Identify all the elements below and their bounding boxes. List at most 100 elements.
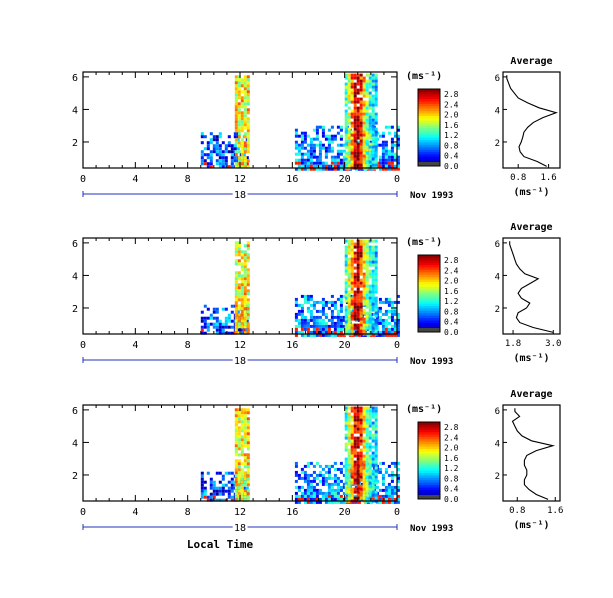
colorbar-unit: (ms⁻¹) xyxy=(406,237,442,248)
heatmap-cell xyxy=(384,485,388,489)
heatmap-cell xyxy=(237,414,241,418)
colorbar-segment xyxy=(418,429,440,433)
heatmap-cell xyxy=(390,330,394,334)
heatmap-cell xyxy=(333,482,337,486)
heatmap-cell xyxy=(227,316,231,320)
heatmap-cell xyxy=(362,94,366,98)
heatmap-cell xyxy=(350,248,354,252)
heatmap-cell xyxy=(368,302,372,306)
heatmap-cell xyxy=(374,272,378,276)
heatmap-cell xyxy=(237,298,241,302)
colorbar-low-segment xyxy=(418,328,440,332)
heatmap-cell xyxy=(309,149,313,153)
heatmap-cell xyxy=(371,106,375,110)
heatmap-cell xyxy=(393,318,397,322)
heatmap-cell xyxy=(294,146,298,150)
colorbar-segment xyxy=(418,146,440,150)
heatmap-cell xyxy=(300,324,304,328)
heatmap-cell xyxy=(350,323,354,327)
heatmap-cell xyxy=(368,260,372,264)
heatmap-cell xyxy=(396,128,400,132)
x-tick-label: 4 xyxy=(132,507,138,518)
heatmap-cell xyxy=(359,472,363,476)
heatmap-cell xyxy=(374,148,378,152)
heatmap-cell xyxy=(234,99,238,103)
heatmap-cell xyxy=(371,424,375,428)
colorbar-label: 0.0 xyxy=(444,495,459,504)
heatmap-cell xyxy=(356,106,360,110)
heatmap-cell xyxy=(362,406,366,410)
heatmap-cell xyxy=(365,254,369,258)
heatmap-cell xyxy=(321,167,325,171)
heatmap-cell xyxy=(374,496,378,500)
heatmap-cell xyxy=(237,447,241,451)
heatmap-cell xyxy=(240,495,244,499)
heatmap-cell xyxy=(315,164,319,168)
heatmap-cell xyxy=(221,165,225,169)
heatmap-cell xyxy=(327,470,331,474)
heatmap-cell xyxy=(356,151,360,155)
heatmap-cell xyxy=(368,436,372,440)
heatmap-cell xyxy=(362,421,366,425)
heatmap-cell xyxy=(243,147,247,151)
heatmap-cell xyxy=(339,294,343,298)
heatmap-cell xyxy=(344,433,348,437)
heatmap-cell xyxy=(393,134,397,138)
heatmap-cell xyxy=(368,284,372,288)
heatmap-cell xyxy=(230,486,234,490)
heatmap-cell xyxy=(344,127,348,131)
average-x-label: 1.8 xyxy=(505,339,521,349)
heatmap-cell xyxy=(315,324,319,328)
heatmap-cell xyxy=(365,296,369,300)
heatmap-cell xyxy=(240,277,244,281)
heatmap-cell xyxy=(300,161,304,165)
heatmap-cell xyxy=(246,271,250,275)
colorbar: (ms⁻¹)0.00.40.81.21.62.02.42.8 xyxy=(406,404,459,504)
heatmap-cell xyxy=(221,153,225,157)
heatmap-cell xyxy=(234,75,238,79)
heatmap-cell xyxy=(365,121,369,125)
heatmap-cell xyxy=(374,323,378,327)
heatmap-cell xyxy=(237,486,241,490)
heatmap-cell xyxy=(368,472,372,476)
heatmap-cell xyxy=(327,140,331,144)
heatmap-cell xyxy=(236,138,240,142)
heatmap-cell xyxy=(309,140,313,144)
heatmap-cell xyxy=(243,310,247,314)
heatmap-cell xyxy=(309,494,313,498)
heatmap-cell xyxy=(243,81,247,85)
heatmap-cell xyxy=(390,479,394,483)
heatmap-cell xyxy=(312,300,316,304)
heatmap-cell xyxy=(384,164,388,168)
heatmap-cell xyxy=(396,324,400,328)
heatmap-cell xyxy=(339,149,343,153)
x-tick-label: 4 xyxy=(132,174,138,185)
heatmap-cell xyxy=(381,333,385,337)
heatmap-cell xyxy=(368,424,372,428)
heatmap-cell xyxy=(375,318,379,322)
heatmap-cell xyxy=(365,466,369,470)
heatmap-cell xyxy=(374,481,378,485)
heatmap-cell xyxy=(359,91,363,95)
heatmap-cell xyxy=(333,333,337,337)
heatmap-cell xyxy=(365,493,369,497)
y-tick-label: 2 xyxy=(72,138,78,149)
heatmap-cell xyxy=(342,155,346,159)
heatmap-cell xyxy=(336,500,340,504)
heatmap-cell xyxy=(206,495,210,499)
heatmap-cell xyxy=(396,476,400,480)
heatmap-cell xyxy=(359,484,363,488)
heatmap-cell xyxy=(368,248,372,252)
heatmap-cell xyxy=(240,268,244,272)
heatmap-cell xyxy=(306,134,310,138)
heatmap-cell xyxy=(303,491,307,495)
heatmap-cell xyxy=(374,493,378,497)
heatmap-cell xyxy=(365,409,369,413)
colorbar-segment xyxy=(418,105,440,109)
heatmap-cell xyxy=(243,438,247,442)
heatmap-cell xyxy=(374,94,378,98)
heatmap-cell xyxy=(312,303,316,307)
heatmap-cell xyxy=(344,308,348,312)
heatmap-cell xyxy=(381,140,385,144)
heatmap-cell xyxy=(359,248,363,252)
